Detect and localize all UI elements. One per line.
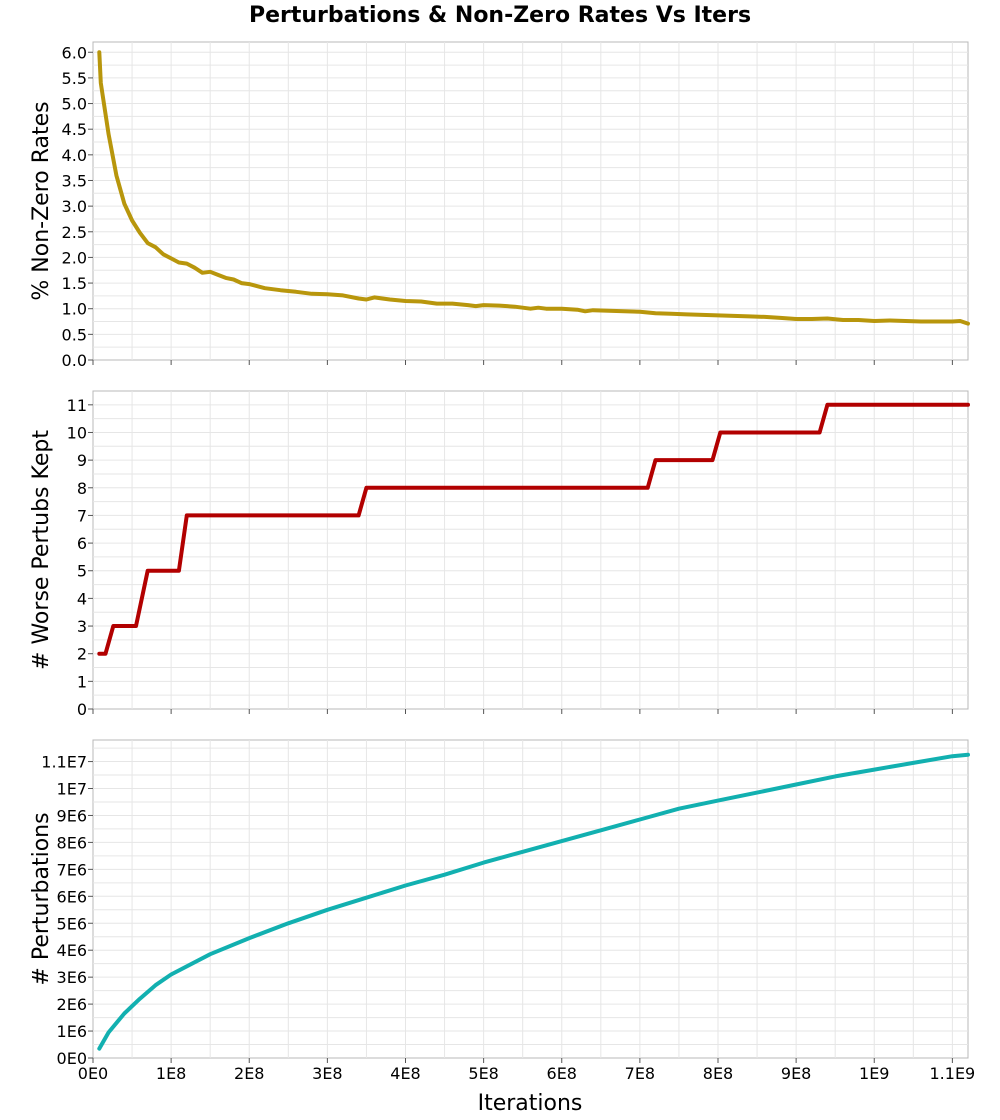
y-tick-label: 4.5 xyxy=(62,120,87,139)
y-tick-label: 0.5 xyxy=(62,325,87,344)
plot-area-rates xyxy=(92,41,969,361)
y-tick-label: 2 xyxy=(77,645,87,664)
y-tick-label: 3E6 xyxy=(57,968,87,987)
x-tick-label: 4E8 xyxy=(390,1064,420,1083)
y-tick-label: 11 xyxy=(67,396,87,415)
y-tick-label: 6.0 xyxy=(62,43,87,62)
y-tick-label: 5E6 xyxy=(57,914,87,933)
y-tick-label: 4E6 xyxy=(57,941,87,960)
y-tick-label: 1.1E7 xyxy=(41,753,87,772)
x-tick-label: 7E8 xyxy=(625,1064,655,1083)
chart-title: Perturbations & Non-Zero Rates Vs Iters xyxy=(249,3,751,28)
panel-worse: 0 1 2 3 4 5 6 7 8 9 10 11 # Worse Pertubs Kept xyxy=(29,390,970,719)
y-axis-label-rates: % Non-Zero Rates xyxy=(29,101,54,300)
y-tick-label: 9 xyxy=(77,451,87,470)
y-tick-label: 0E0 xyxy=(57,1049,87,1068)
y-tick-label: 9E6 xyxy=(57,806,87,825)
y-tick-label: 5 xyxy=(77,562,87,581)
y-tick-label: 2.0 xyxy=(62,248,87,267)
series-line-rates xyxy=(97,50,970,326)
y-tick-label: 0 xyxy=(77,700,87,719)
x-tick-label: 9E8 xyxy=(781,1064,811,1083)
x-tick-label: 3E8 xyxy=(312,1064,342,1083)
y-tick-label: 4 xyxy=(77,589,87,608)
y-tick-label: 4.0 xyxy=(62,146,87,165)
x-tick-label: 1E8 xyxy=(156,1064,186,1083)
y-tick-label: 7 xyxy=(77,506,87,525)
y-tick-label: 8 xyxy=(77,479,87,498)
plot-area-perturbations xyxy=(92,739,969,1059)
panel-rates: 0.0 0.5 1.0 1.5 2.0 2.5 3.0 3.5 4.0 4.5 5.0 5.5 6.0%… xyxy=(29,41,970,370)
x-tick-label: 1E9 xyxy=(859,1064,889,1083)
y-tick-label: 2.5 xyxy=(62,223,87,242)
panel-perturbations: 0E0 1E6 2E6 3E6 4E6 5E6 6E6 7E6 8E6 9E6 1E7 1.1E7 0E… xyxy=(29,739,976,1083)
y-tick-label: 1.5 xyxy=(62,274,87,293)
chart-panels: 0.0 0.5 1.0 1.5 2.0 2.5 3.0 3.5 4.0 4.5 5.0 5.5 6.0%… xyxy=(29,41,976,1083)
y-tick-label: 3.5 xyxy=(62,171,87,190)
x-tick-label: 2E8 xyxy=(234,1064,264,1083)
y-tick-label: 6 xyxy=(77,534,87,553)
x-tick-label: 5E8 xyxy=(468,1064,498,1083)
plot-area-worse xyxy=(92,390,969,710)
y-tick-label: 0.0 xyxy=(62,351,87,370)
x-tick-label: 6E8 xyxy=(547,1064,577,1083)
y-tick-label: 6E6 xyxy=(57,887,87,906)
y-tick-label: 1.0 xyxy=(62,300,87,319)
y-tick-label: 3 xyxy=(77,617,87,636)
y-tick-label: 5.5 xyxy=(62,69,87,88)
x-tick-label: 0E0 xyxy=(78,1064,108,1083)
series-line-worse xyxy=(97,402,970,656)
x-axis-label: Iterations xyxy=(478,1091,583,1116)
y-tick-label: 3.0 xyxy=(62,197,87,216)
y-tick-label: 7E6 xyxy=(57,860,87,879)
x-tick-label: 8E8 xyxy=(703,1064,733,1083)
y-axis-label-perturbations: # Perturbations xyxy=(29,812,54,985)
series-line-perturbations xyxy=(97,752,970,1051)
y-tick-label: 10 xyxy=(67,423,87,442)
y-tick-label: 5.0 xyxy=(62,95,87,114)
y-tick-label: 1 xyxy=(77,672,87,691)
x-tick-label: 1.1E9 xyxy=(930,1064,976,1083)
y-tick-label: 1E7 xyxy=(57,780,87,799)
y-axis-label-worse: # Worse Pertubs Kept xyxy=(29,430,54,670)
y-tick-label: 2E6 xyxy=(57,995,87,1014)
y-tick-label: 1E6 xyxy=(57,1022,87,1041)
y-tick-label: 8E6 xyxy=(57,833,87,852)
